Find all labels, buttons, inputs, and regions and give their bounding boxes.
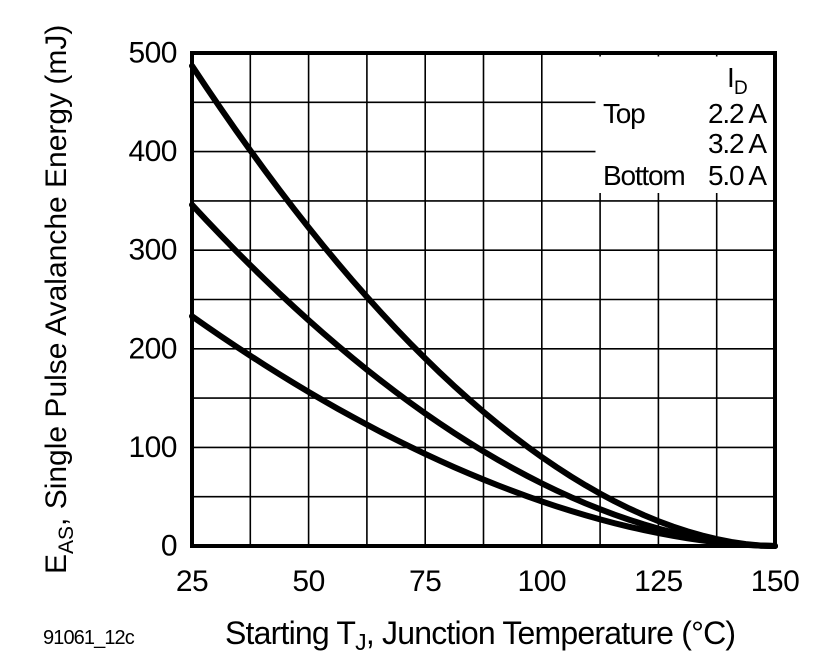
svg-text:200: 200 xyxy=(128,332,177,365)
svg-text:5.0 A: 5.0 A xyxy=(708,160,767,191)
svg-text:Top: Top xyxy=(603,98,645,129)
svg-text:400: 400 xyxy=(128,135,177,168)
svg-text:2.2 A: 2.2 A xyxy=(708,98,767,129)
svg-text:300: 300 xyxy=(128,234,177,267)
svg-text:EAS, Single Pulse Avalanche En: EAS, Single Pulse Avalanche Energy (mJ) xyxy=(40,25,78,574)
svg-text:91061_12c: 91061_12c xyxy=(43,627,135,649)
svg-text:500: 500 xyxy=(128,37,177,70)
svg-text:75: 75 xyxy=(409,565,441,598)
svg-text:125: 125 xyxy=(634,565,683,598)
svg-text:50: 50 xyxy=(292,565,324,598)
svg-text:150: 150 xyxy=(751,565,800,598)
svg-text:0: 0 xyxy=(161,530,177,563)
svg-text:Bottom: Bottom xyxy=(603,160,685,191)
svg-text:I: I xyxy=(727,62,734,93)
svg-text:100: 100 xyxy=(518,565,567,598)
svg-text:25: 25 xyxy=(176,565,208,598)
svg-text:3.2 A: 3.2 A xyxy=(708,128,767,159)
svg-text:D: D xyxy=(734,78,747,99)
svg-text:Starting TJ, Junction Temperat: Starting TJ, Junction Temperature (°C) xyxy=(225,615,735,655)
svg-text:100: 100 xyxy=(128,431,177,464)
